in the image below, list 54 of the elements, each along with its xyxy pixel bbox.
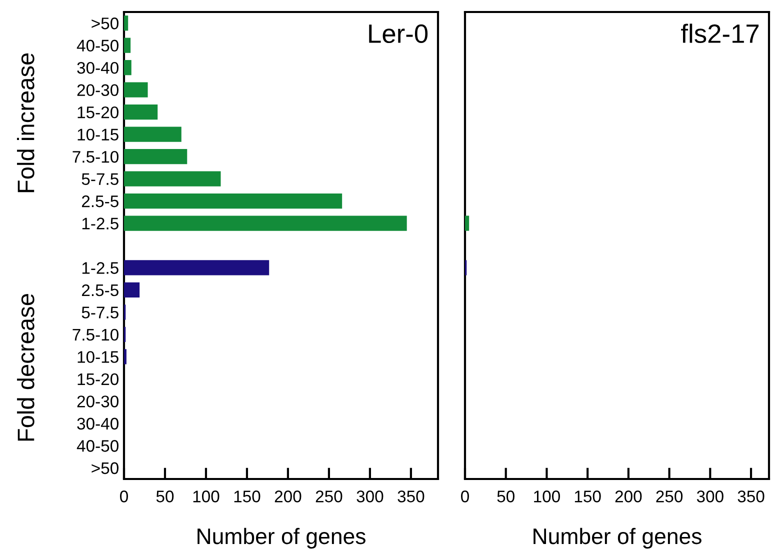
y-tick-label: >50 [92, 462, 118, 474]
bar [124, 82, 148, 98]
bar [124, 126, 182, 142]
y-tick-label: 2.5-5 [82, 195, 118, 208]
x-tick-label: 250 [656, 490, 683, 502]
y-tick-label: 20-30 [77, 396, 118, 408]
y-tick-label: 5-7.5 [82, 173, 118, 185]
y-tick-label: 30-40 [77, 62, 118, 74]
y-tick-label: 20-30 [77, 84, 118, 96]
bar [124, 193, 342, 209]
x-tick-label: 350 [398, 490, 424, 502]
bar [124, 38, 131, 53]
bar [124, 282, 140, 298]
y-tick-label: 2.5-5 [82, 284, 118, 296]
y-tick-label: 15-20 [78, 106, 118, 118]
y-tick-label: 7.5-10 [72, 150, 118, 163]
x-tick-label: 200 [274, 490, 302, 502]
bar [124, 171, 221, 186]
x-tick-label: 250 [316, 490, 342, 502]
y-tick-label: 15-20 [78, 373, 118, 386]
text: Fold increase [16, 53, 34, 192]
bar [124, 104, 158, 120]
y-tick-label: 10-15 [78, 128, 118, 141]
y-tick-label: 7.5-10 [72, 328, 118, 341]
x-tick-label: 0 [461, 490, 469, 502]
x-axis-title: Number of genes [198, 528, 366, 549]
bar [124, 60, 132, 76]
y-tick-label: 1-2.5 [82, 262, 118, 274]
chart-title: fls2-17 [681, 24, 759, 44]
y-tick-label: 40-50 [76, 440, 118, 452]
x-tick-label: 0 [120, 490, 128, 502]
x-tick-label: 200 [615, 490, 642, 502]
x-tick-label: 50 [497, 490, 514, 502]
bar [124, 148, 188, 164]
y-tick-label: 30-40 [77, 418, 118, 430]
y-tick-label: 10-15 [78, 351, 118, 363]
x-tick-label: 100 [534, 490, 560, 502]
x-tick-label: 150 [574, 490, 601, 502]
bar [124, 216, 407, 231]
x-tick-label: 100 [193, 490, 220, 502]
x-tick-label: 350 [738, 490, 764, 502]
x-tick-label: 150 [234, 490, 260, 502]
y-tick-label: 40-50 [76, 40, 118, 52]
x-tick-label: 50 [156, 490, 174, 502]
x-axis-title: Number of genes [534, 528, 702, 549]
x-tick-label: 300 [356, 490, 384, 502]
chart-title: Ler-0 [369, 24, 428, 44]
bar [124, 16, 128, 31]
y-tick-label: 5-7.5 [82, 306, 118, 318]
text: Fold decrease [16, 294, 34, 441]
y-tick-label: >50 [92, 18, 118, 30]
y-tick-label: 1-2.5 [82, 218, 118, 230]
bar [124, 260, 270, 276]
x-tick-label: 300 [696, 490, 724, 502]
